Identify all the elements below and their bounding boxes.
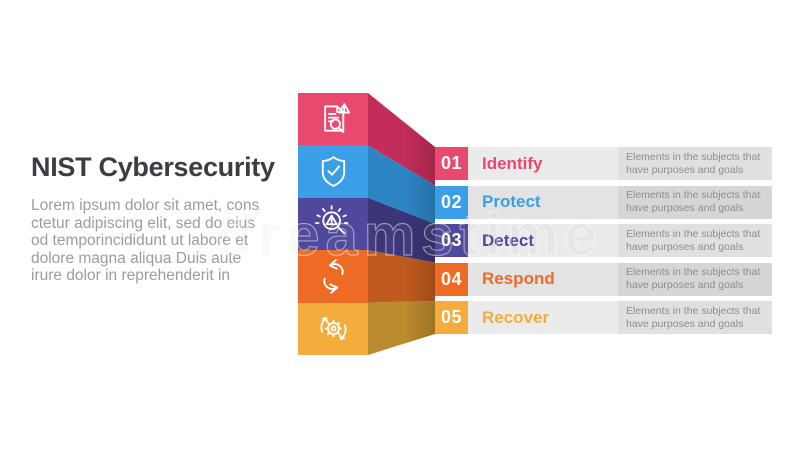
- swap-arrows-icon: [322, 259, 344, 294]
- page-title: NIST Cybersecurity: [31, 152, 275, 182]
- step-number-badge: 04: [435, 262, 468, 296]
- stack-side-3d: [368, 93, 435, 355]
- step-description: Elements in the subjects that have purpo…: [618, 262, 772, 296]
- shield-check-icon: [321, 156, 345, 187]
- threat-scan-icon: [314, 205, 348, 235]
- step-description: Elements in the subjects that have purpo…: [618, 147, 772, 180]
- step-row-respond: 04 Respond Elements in the subjects that…: [435, 262, 772, 296]
- step-row-identify: 01 Identify Elements in the subjects tha…: [435, 147, 772, 180]
- step-number-badge: 03: [435, 224, 468, 257]
- step-description: Elements in the subjects that have purpo…: [618, 301, 772, 334]
- steps-list: 01 Identify Elements in the subjects tha…: [435, 147, 772, 340]
- step-row-recover: 05 Recover Elements in the subjects that…: [435, 301, 772, 334]
- step-row-protect: 02 Protect Elements in the subjects that…: [435, 185, 772, 219]
- step-label: Detect: [468, 224, 618, 257]
- stack-block-recover: [298, 302, 368, 355]
- step-row-detect: 03 Detect Elements in the subjects that …: [435, 224, 772, 257]
- step-description: Elements in the subjects that have purpo…: [618, 224, 772, 257]
- step-label: Recover: [468, 301, 618, 334]
- intro-panel: NIST Cybersecurity Lorem ipsum dolor sit…: [31, 152, 321, 285]
- step-description: Elements in the subjects that have purpo…: [618, 185, 772, 219]
- step-number-badge: 02: [435, 185, 468, 219]
- stack-block-detect: [298, 197, 368, 251]
- stack-block-identify: [298, 93, 368, 146]
- side-panel-shading: [368, 93, 435, 355]
- stack-block-respond: [298, 250, 368, 303]
- intro-paragraph: Lorem ipsum dolor sit amet, cons ctetur …: [31, 197, 260, 285]
- step-label: Respond: [468, 262, 618, 296]
- step-label: Identify: [468, 147, 618, 180]
- gear-restore-icon: [319, 317, 347, 341]
- step-label: Protect: [468, 185, 618, 219]
- step-number-badge: 01: [435, 147, 468, 180]
- pyramid-stack: [298, 93, 368, 355]
- step-number-badge: 05: [435, 301, 468, 334]
- stack-block-protect: [298, 145, 368, 198]
- document-audit-icon: [323, 102, 350, 133]
